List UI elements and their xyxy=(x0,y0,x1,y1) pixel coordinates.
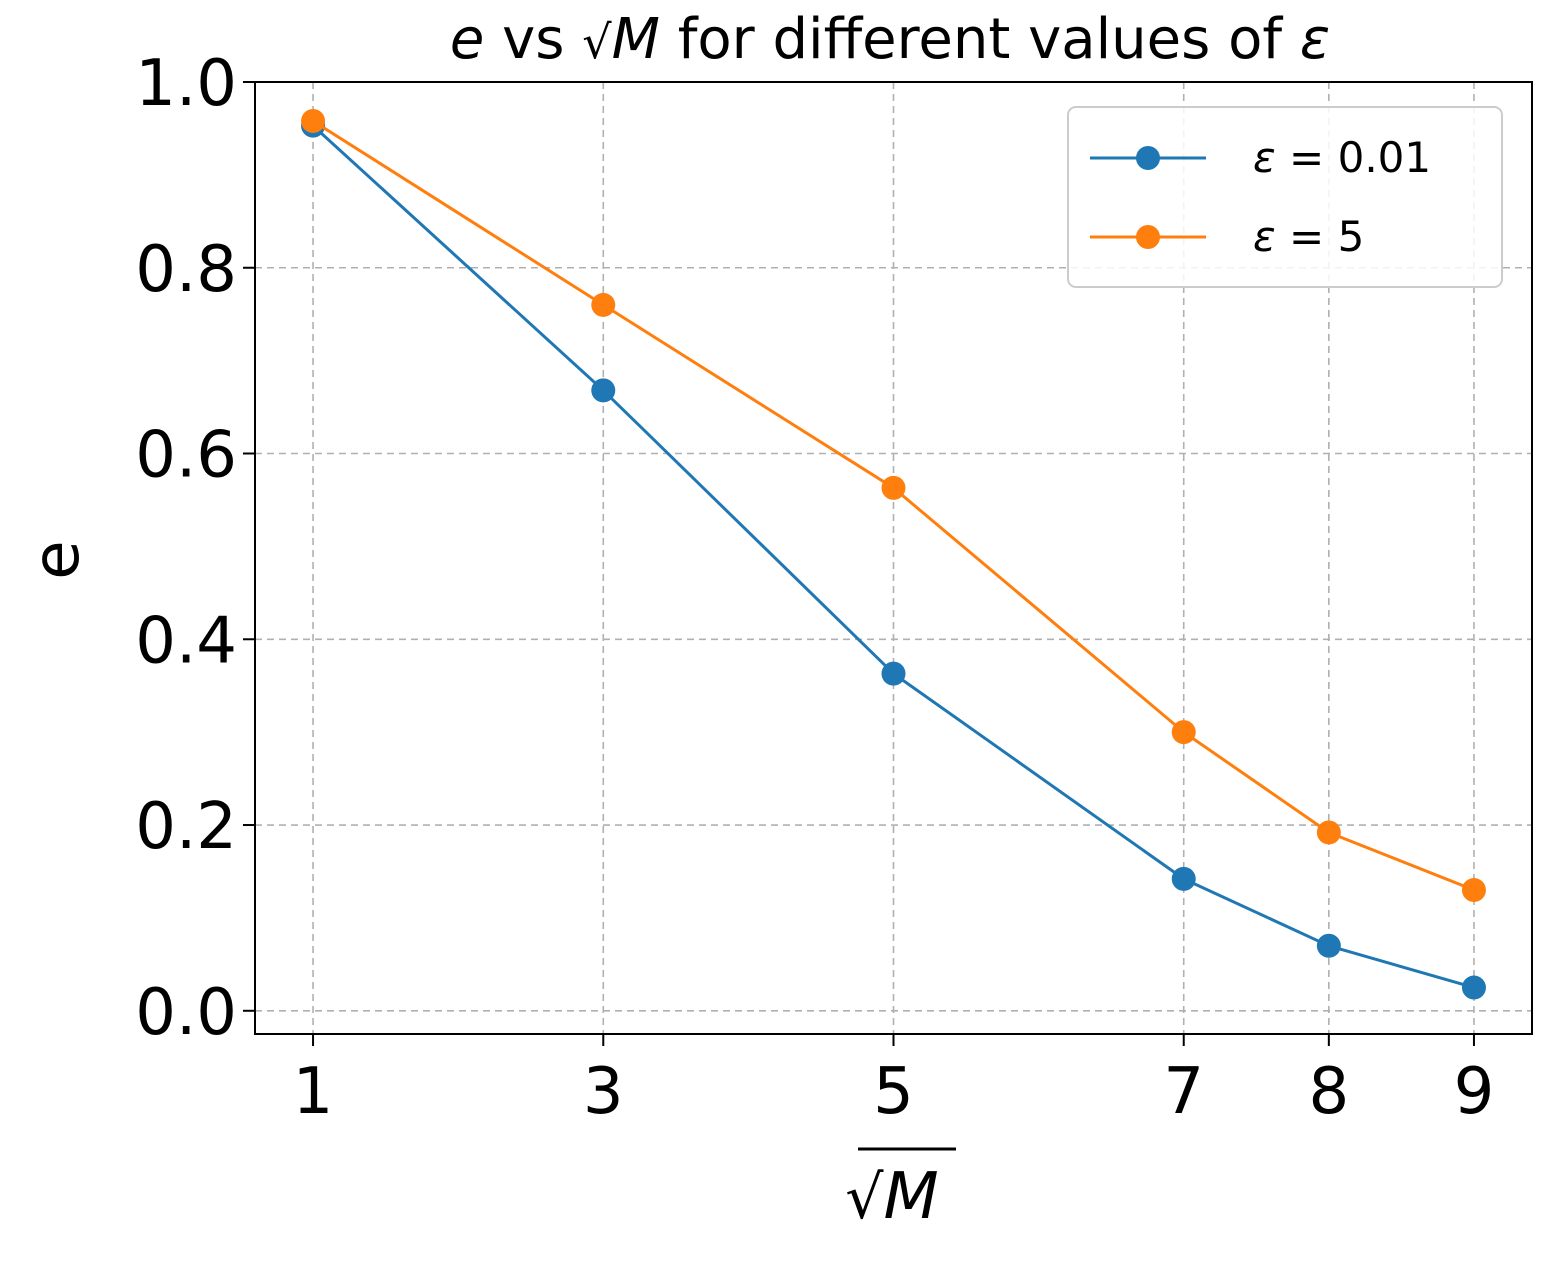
series-line-1 xyxy=(312,119,1475,892)
x-tick-label: 3 xyxy=(583,1055,624,1129)
legend-label-0-epsilon: ε xyxy=(1253,133,1276,182)
legend-label-0: ε = 0.01 xyxy=(1253,133,1431,182)
legend-label-1-value: = 5 xyxy=(1276,212,1365,261)
y-tick-label: 0.4 xyxy=(135,604,237,678)
x-tick-label: 8 xyxy=(1308,1055,1349,1129)
x-axis-label: √M xyxy=(845,1160,938,1234)
x-tick-label: 5 xyxy=(873,1055,914,1129)
x-label-m: M xyxy=(884,1160,939,1234)
data-point xyxy=(881,475,906,500)
data-point xyxy=(881,661,906,686)
data-point xyxy=(1461,878,1486,903)
legend-label-1-epsilon: ε xyxy=(1253,212,1276,261)
y-tick-label: 0.8 xyxy=(135,233,237,307)
series-1 xyxy=(301,109,1486,903)
legend-label-1: ε = 5 xyxy=(1253,212,1364,261)
chart-title: e vs √M for different values of ε xyxy=(450,7,1330,72)
legend-label-0-value: = 0.01 xyxy=(1276,133,1431,182)
legend-swatch-marker-1 xyxy=(1136,225,1160,249)
y-tick-label: 0.0 xyxy=(135,976,237,1050)
series-line-0 xyxy=(311,124,1475,990)
data-point xyxy=(1316,820,1341,845)
x-label-sqrt: √ xyxy=(845,1163,884,1233)
data-point xyxy=(591,378,616,403)
data-point xyxy=(1171,866,1196,891)
series xyxy=(301,109,1486,1000)
data-point xyxy=(591,292,616,317)
y-tick-label: 1.0 xyxy=(135,47,237,121)
title-part-epsilon: ε xyxy=(1300,7,1330,72)
title-part-text: for different values of xyxy=(660,7,1300,72)
data-point xyxy=(301,109,326,134)
title-part-sqrt: √ xyxy=(582,15,612,69)
data-point xyxy=(1461,975,1486,1000)
legend-swatch-marker-0 xyxy=(1136,146,1160,170)
x-tick-label: 7 xyxy=(1163,1055,1204,1129)
x-tick-label: 1 xyxy=(293,1055,334,1129)
title-part-m: M xyxy=(612,7,660,72)
data-point xyxy=(1316,933,1341,958)
data-point xyxy=(1171,720,1196,745)
title-part-vs: vs xyxy=(484,7,582,72)
y-axis-label: e xyxy=(20,540,94,579)
x-tick-label: 9 xyxy=(1454,1055,1495,1129)
legend-frame xyxy=(1067,106,1503,288)
axis-ticks: 1 3 5 7 8 9 0.0 0.2 0.4 0.6 0.8 1.0 xyxy=(135,47,1494,1129)
legend: ε = 0.01 ε = 5 xyxy=(1067,106,1503,288)
y-tick-label: 0.6 xyxy=(135,419,237,493)
title-part-e: e xyxy=(450,7,484,72)
y-tick-label: 0.2 xyxy=(135,790,237,864)
